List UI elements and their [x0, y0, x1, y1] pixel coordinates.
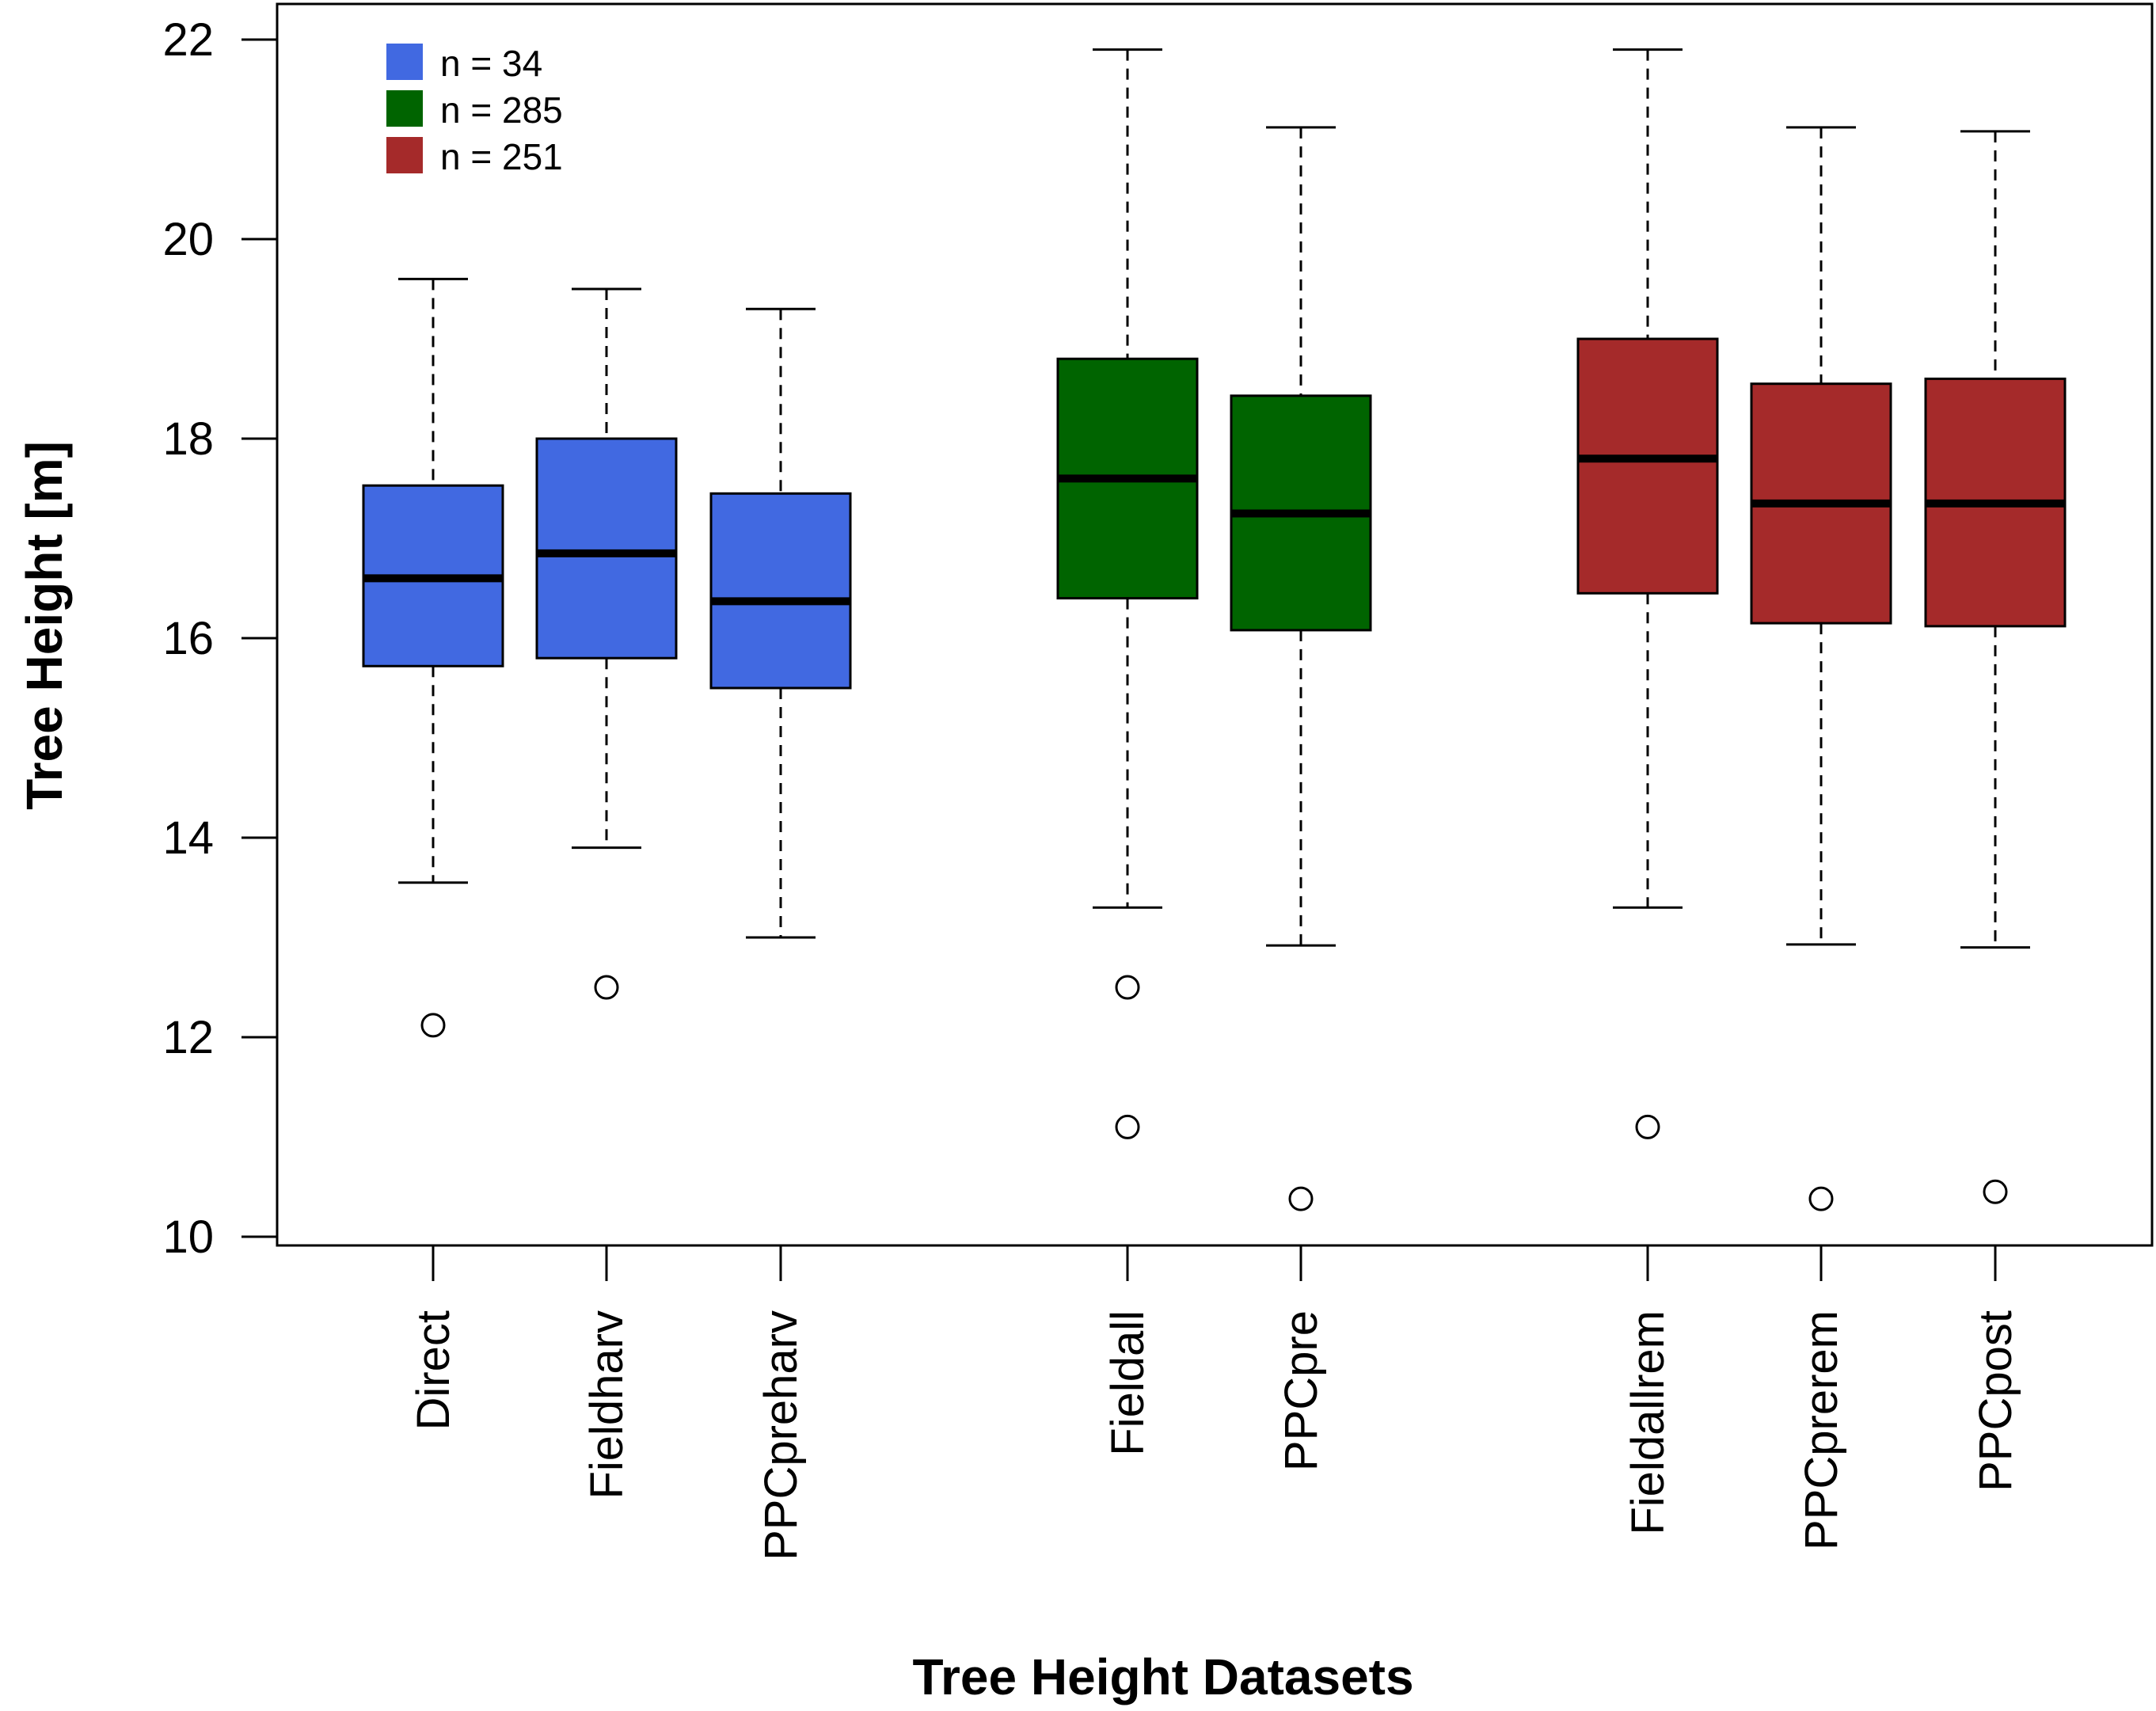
y-axis-title: Tree Height [m]	[16, 441, 73, 810]
legend-item: n = 34	[386, 43, 542, 84]
legend-swatch	[386, 44, 423, 80]
y-tick-label: 20	[162, 214, 214, 265]
x-tick-label: Fieldall	[1102, 1310, 1154, 1456]
plot-frame	[276, 2, 2154, 1247]
outlier-point	[420, 1013, 446, 1038]
outlier-point	[1115, 975, 1140, 1000]
legend-swatch	[386, 137, 423, 173]
legend-item: n = 285	[386, 89, 563, 131]
box-body	[1576, 337, 1719, 595]
outlier-point	[1115, 1114, 1140, 1139]
box-fieldharv	[535, 287, 678, 1000]
box-ppcprerem	[1750, 126, 1892, 1211]
outlier-point	[1635, 1114, 1660, 1139]
legend-label: n = 285	[440, 89, 563, 131]
box-fieldall	[1056, 48, 1199, 1139]
legend-label: n = 34	[440, 43, 542, 84]
x-tick-label: Direct	[408, 1310, 459, 1430]
x-tick-label: PPCprerem	[1796, 1310, 1847, 1550]
y-tick-label: 14	[162, 812, 214, 864]
y-tick-label: 12	[162, 1012, 214, 1063]
outlier-point	[1983, 1179, 2008, 1204]
outlier-point	[1808, 1186, 1834, 1211]
legend-item: n = 251	[386, 136, 563, 177]
box-fieldallrem	[1576, 48, 1719, 1139]
box-body	[535, 437, 678, 660]
y-tick-label: 18	[162, 413, 214, 465]
box-ppcpre	[1230, 126, 1372, 1211]
legend: n = 34 n = 285 n = 251	[386, 43, 563, 177]
x-tick-label: PPCpre	[1276, 1310, 1327, 1471]
box-ppcpreharv	[709, 307, 852, 939]
x-axis-title: Tree Height Datasets	[912, 1648, 1413, 1705]
legend-swatch	[386, 90, 423, 127]
outlier-point	[1288, 1186, 1314, 1211]
boxes-layer	[362, 48, 2067, 1211]
y-tick-label: 10	[162, 1211, 214, 1263]
box-ppcpost	[1924, 130, 2067, 1204]
legend-label: n = 251	[440, 136, 563, 177]
x-tick-label: PPCpreharv	[755, 1310, 807, 1561]
x-tick-label: Fieldallrem	[1622, 1310, 1674, 1535]
box-body	[709, 492, 852, 690]
y-tick-label: 22	[162, 14, 214, 66]
x-tick-label: PPCpost	[1970, 1310, 2021, 1492]
box-direct	[362, 277, 504, 1038]
x-tick-label: Fieldharv	[581, 1310, 633, 1500]
axes-layer: 10 12 14 16 18 20 22 Direct Fieldharv PPCpreharv F…	[162, 2, 2154, 1561]
outlier-point	[594, 975, 619, 1000]
y-tick-label: 16	[162, 613, 214, 664]
